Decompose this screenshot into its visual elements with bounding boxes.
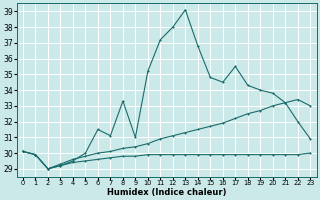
X-axis label: Humidex (Indice chaleur): Humidex (Indice chaleur)	[107, 188, 226, 197]
